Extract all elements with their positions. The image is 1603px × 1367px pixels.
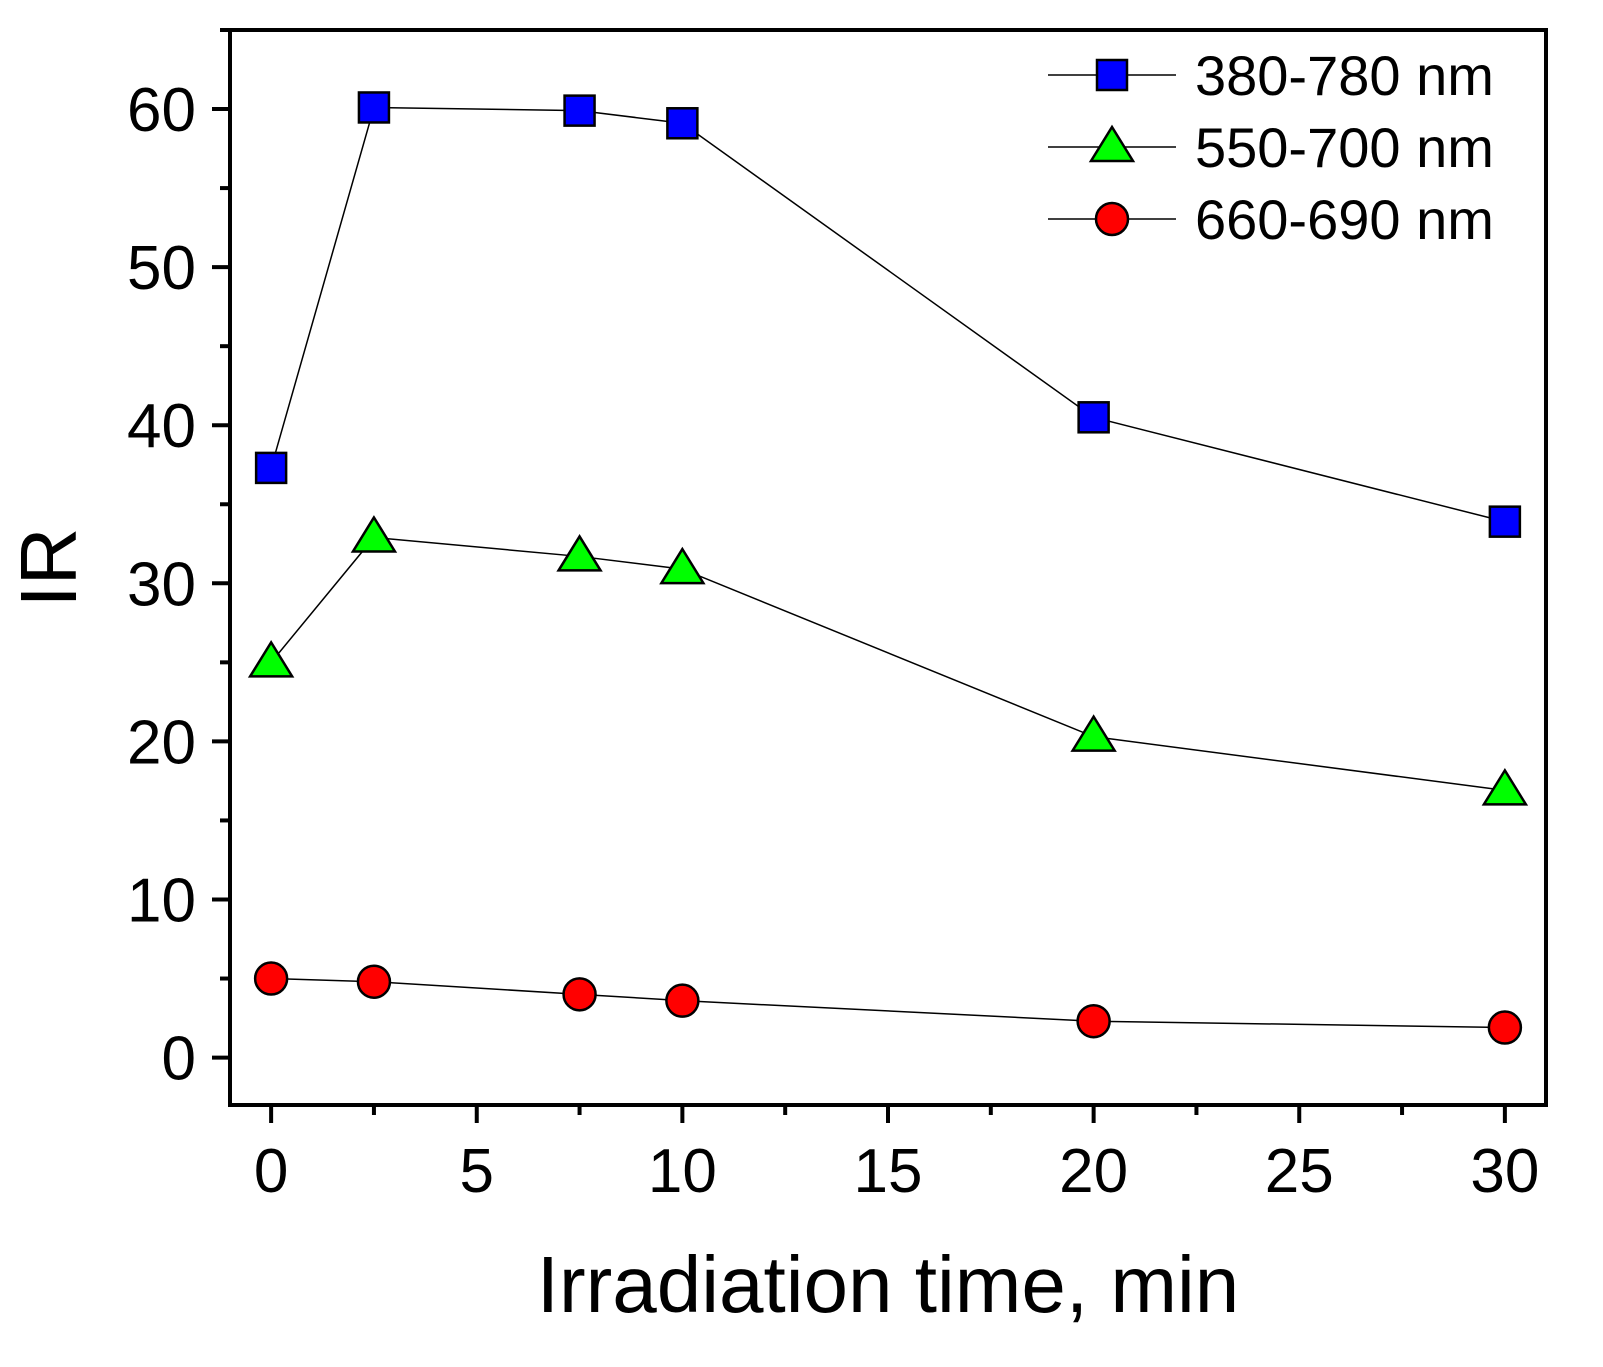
y-tick-label: 20: [127, 708, 196, 777]
data-point: [666, 107, 699, 140]
y-tick-label: 60: [127, 76, 196, 145]
legend-label: 380-780 nm: [1195, 44, 1494, 107]
legend-item: 550-700 nm: [1048, 116, 1494, 179]
legend-marker: [1094, 201, 1130, 237]
x-tick-label: 25: [1265, 1137, 1334, 1206]
data-point: [254, 451, 288, 485]
legend-marker: [1088, 124, 1136, 163]
plot-content: [247, 91, 1529, 1045]
y-tick-label: 30: [127, 550, 196, 619]
data-point: [1481, 768, 1529, 806]
data-point: [1488, 505, 1522, 538]
legend-label: 550-700 nm: [1195, 116, 1494, 179]
data-point: [357, 91, 391, 124]
data-point: [1076, 1003, 1111, 1039]
axes: 0 5 10 15 20 25 30 0 10 20 30 40 50 60: [127, 28, 1539, 1206]
data-point: [356, 964, 392, 999]
data-point: [1070, 714, 1117, 752]
legend: 380-780 nm 550-700 nm 660-690 nm: [1048, 44, 1494, 251]
series-line: [270, 106, 1506, 523]
data-point: [563, 94, 596, 127]
data-point: [247, 639, 295, 678]
legend-marker: [1095, 58, 1129, 92]
data-point: [253, 961, 289, 996]
series-line: [270, 536, 1505, 792]
y-tick-label: 10: [127, 866, 196, 935]
data-point: [350, 515, 398, 553]
x-tick-label: 20: [1059, 1137, 1128, 1206]
y-axis-title: IR: [4, 528, 93, 608]
x-tick-label: 0: [254, 1137, 288, 1206]
x-tick-label: 10: [648, 1137, 717, 1206]
series-2: [247, 515, 1529, 806]
data-point: [1077, 401, 1110, 434]
data-point: [562, 977, 597, 1012]
x-tick-label: 30: [1470, 1137, 1539, 1206]
y-tick-label: 50: [127, 234, 196, 303]
series-line: [271, 977, 1505, 1029]
series-1: [254, 91, 1522, 538]
x-tick-label: 15: [854, 1137, 923, 1206]
data-point: [665, 983, 700, 1018]
series-3: [253, 961, 1523, 1045]
legend-item: 380-780 nm: [1048, 44, 1494, 107]
data-point: [659, 546, 706, 585]
data-point: [556, 534, 603, 572]
y-tick-label: 0: [162, 1025, 196, 1094]
x-axis-title: Irradiation time, min: [537, 1240, 1239, 1329]
x-tick-label: 5: [460, 1137, 494, 1206]
legend-label: 660-690 nm: [1195, 188, 1494, 251]
data-point: [1487, 1010, 1523, 1045]
y-tick-label: 40: [127, 392, 196, 461]
legend-item: 660-690 nm: [1048, 188, 1494, 251]
